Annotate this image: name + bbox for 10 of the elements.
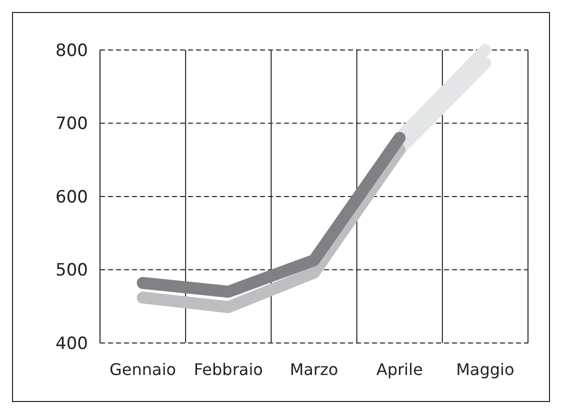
x-tick-label: Marzo — [290, 360, 338, 379]
x-tick-label: Maggio — [456, 360, 514, 379]
x-tick-label: Febbraio — [194, 360, 263, 379]
y-tick-label: 400 — [56, 334, 88, 354]
y-tick-label: 500 — [56, 260, 88, 281]
y-tick-label: 600 — [56, 187, 88, 208]
x-tick-label: Aprile — [376, 360, 423, 379]
y-tick-label: 800 — [56, 40, 88, 61]
x-tick-label: Gennaio — [110, 360, 176, 379]
y-tick-label: 700 — [56, 114, 88, 134]
